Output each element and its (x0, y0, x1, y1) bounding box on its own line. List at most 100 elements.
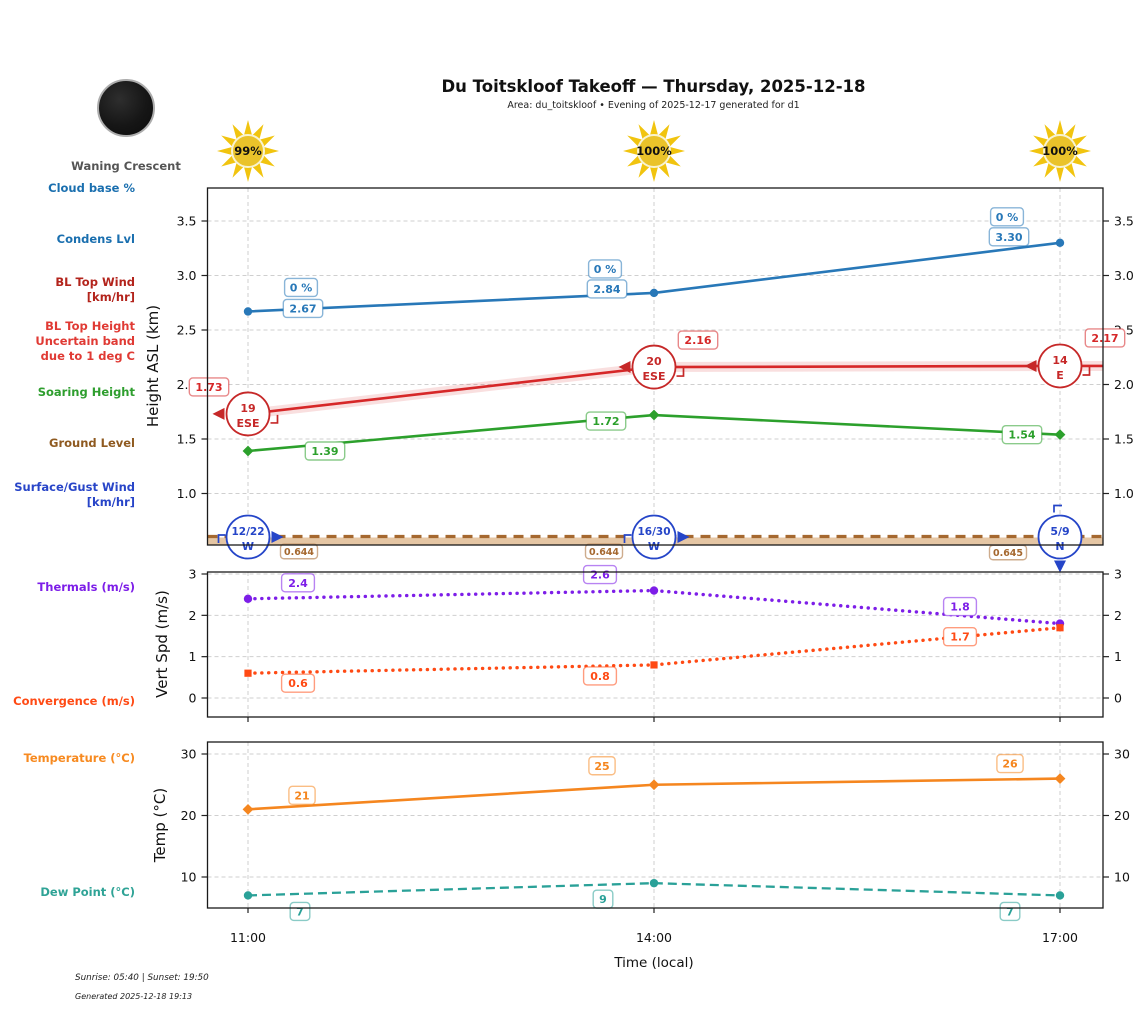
wind-indicator-W: 16/30 W (623, 514, 690, 560)
value-badge: 1.73 (188, 377, 230, 397)
svg-text:20: 20 (181, 808, 197, 823)
svg-text:30: 30 (1114, 747, 1130, 762)
svg-text:0.645: 0.645 (993, 548, 1023, 559)
svg-text:5/9: 5/9 (1050, 525, 1069, 538)
svg-text:3.0: 3.0 (177, 268, 197, 283)
svg-text:2.67: 2.67 (289, 302, 316, 315)
value-badge: 1.54 (1001, 424, 1043, 445)
value-badge: 21 (288, 785, 316, 806)
value-badge: 3.30 (988, 227, 1030, 247)
svg-text:2.6: 2.6 (590, 569, 610, 582)
svg-text:0.6: 0.6 (288, 677, 308, 690)
svg-text:3: 3 (189, 567, 197, 582)
label-thermals: Thermals (m/s) (37, 579, 135, 594)
wind-indicator-W: 12/22 W (217, 514, 284, 560)
value-badge: 1.7 (942, 627, 978, 647)
value-badge: 1.39 (304, 441, 346, 461)
value-badge: 7 (999, 901, 1021, 922)
value-badge: 2.84 (586, 279, 628, 299)
generated-note: Generated 2025-12-18 19:13 (75, 992, 193, 1001)
series-condens-lvl: 2.67 2.84 3.30 (243, 227, 1065, 319)
svg-text:0.644: 0.644 (589, 547, 619, 558)
svg-text:0.644: 0.644 (284, 547, 314, 558)
label-temperature: Temperature (°C) (23, 750, 135, 765)
svg-text:ESE: ESE (643, 370, 666, 383)
label-dew-point: Dew Point (°C) (40, 884, 135, 899)
svg-text:1.0: 1.0 (177, 486, 197, 501)
svg-text:1: 1 (1114, 649, 1122, 664)
svg-text:W: W (242, 540, 254, 553)
value-badge: 0 % (283, 277, 319, 298)
svg-text:14: 14 (1052, 354, 1068, 367)
svg-text:1.72: 1.72 (592, 415, 619, 428)
value-badge: 1.72 (585, 411, 627, 431)
moon-phase-icon (97, 79, 155, 137)
svg-text:1.73: 1.73 (195, 381, 222, 394)
xtick-1700: 17:00 (1041, 930, 1079, 945)
svg-text:3.0: 3.0 (1114, 268, 1134, 283)
moon-phase-label: Waning Crescent (71, 159, 181, 173)
svg-text:1.0: 1.0 (1114, 486, 1134, 501)
svg-text:3.30: 3.30 (995, 231, 1022, 244)
xtick-1100: 11:00 (229, 930, 267, 945)
svg-text:1.5: 1.5 (1114, 432, 1134, 447)
series-soaring-height: 1.39 1.72 1.54 (242, 409, 1066, 461)
svg-text:19: 19 (240, 402, 255, 415)
svg-text:2.5: 2.5 (177, 323, 197, 338)
svg-text:2: 2 (189, 608, 197, 623)
svg-text:10: 10 (181, 870, 197, 885)
value-badge: 0.645 (988, 544, 1028, 561)
svg-text:3.5: 3.5 (177, 214, 197, 229)
svg-text:21: 21 (294, 789, 309, 802)
svg-text:0 %: 0 % (594, 263, 617, 276)
svg-text:ESE: ESE (237, 417, 260, 430)
xtick-1400: 14:00 (635, 930, 673, 945)
label-convergence: Convergence (m/s) (13, 693, 135, 708)
svg-text:1.7: 1.7 (950, 631, 970, 644)
label-bl-top-wind: BL Top Wind [km/hr] (55, 274, 135, 304)
svg-text:100%: 100% (1042, 144, 1078, 158)
svg-text:12/22: 12/22 (231, 526, 264, 538)
svg-text:16/30: 16/30 (637, 526, 670, 538)
series-cloud-base-pct: 0 % 0 % 0 % (283, 207, 1025, 298)
value-badge: 0.644 (279, 543, 319, 560)
svg-text:26: 26 (1002, 758, 1018, 771)
svg-text:2.16: 2.16 (684, 334, 711, 347)
svg-text:10: 10 (1114, 870, 1130, 885)
svg-text:2: 2 (1114, 608, 1122, 623)
sun-icon-1100: 99% (217, 120, 279, 182)
value-badge: 0 % (587, 259, 623, 279)
series-dew-point: 7 9 7 (243, 878, 1065, 922)
svg-text:0: 0 (1114, 691, 1122, 706)
svg-text:20: 20 (646, 355, 662, 368)
sunrise-sunset-note: Sunrise: 05:40 | Sunset: 19:50 (75, 973, 209, 983)
svg-text:2.17: 2.17 (1091, 332, 1118, 345)
yaxis-label-temp: Temp (°C) (151, 787, 169, 863)
value-badge: 0.6 (280, 673, 316, 693)
wind-indicator-E: 14 E (1024, 343, 1091, 389)
wind-indicator-N: 5/9 N (1037, 504, 1083, 573)
value-badge: 0.644 (584, 543, 624, 560)
xaxis-label: Time (local) (614, 955, 694, 971)
series-convergence: 0.6 0.8 1.7 (244, 624, 1064, 693)
svg-text:2.84: 2.84 (593, 283, 620, 296)
series-thermals: 2.4 2.6 1.8 (243, 564, 1065, 628)
panel-temp: 10 10 20 20 30 30 21 25 26 7 9 7 (181, 741, 1130, 922)
value-badge: 7 (289, 901, 311, 922)
page-subtitle: Area: du_toitskloof • Evening of 2025-12… (507, 100, 800, 111)
svg-text:0: 0 (189, 691, 197, 706)
svg-text:7: 7 (296, 905, 304, 918)
svg-text:1.39: 1.39 (311, 445, 338, 458)
label-condens-lvl: Condens Lvl (56, 231, 135, 246)
label-bl-top-height: BL Top Height Uncertain band due to 1 deg … (35, 318, 135, 363)
svg-text:7: 7 (1006, 905, 1014, 918)
value-badge: 9 (592, 889, 614, 909)
series-temperature: 21 25 26 (242, 753, 1066, 815)
value-badge: 2.4 (280, 573, 316, 593)
svg-text:2.4: 2.4 (288, 577, 308, 590)
yaxis-label-vertspd: Vert Spd (m/s) (153, 590, 171, 698)
svg-text:1.5: 1.5 (177, 432, 197, 447)
svg-text:1.8: 1.8 (950, 601, 970, 614)
